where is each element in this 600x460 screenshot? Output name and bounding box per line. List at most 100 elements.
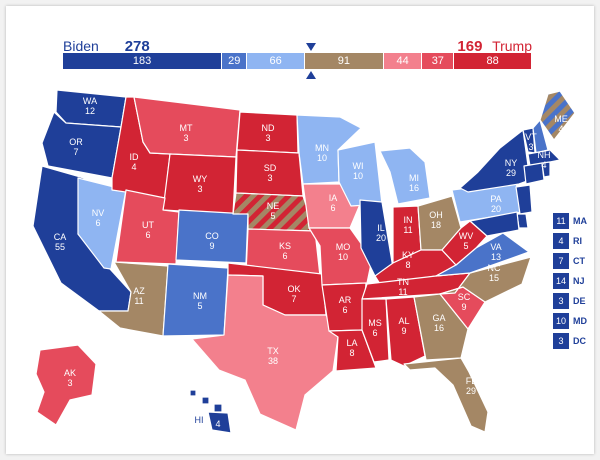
- state-ny[interactable]: [459, 129, 531, 193]
- state-label-tx: TX 38: [267, 346, 279, 366]
- small-states-legend: 11 MA 4 RI 7 CT 14 NJ 3 DE 10 MD 3 DC: [553, 213, 587, 353]
- state-ga[interactable]: [413, 293, 469, 361]
- state-label-fl: FL 29: [466, 376, 477, 396]
- state-label-pa: PA 20: [490, 194, 501, 214]
- legend-row-nj[interactable]: 14 NJ: [553, 273, 587, 289]
- state-label-wv: WV 5: [459, 231, 474, 251]
- state-label-ar: AR 6: [339, 295, 352, 315]
- legend-row-dc[interactable]: 3 DC: [553, 333, 587, 349]
- state-mi[interactable]: [379, 147, 431, 205]
- state-nc[interactable]: [439, 256, 532, 303]
- state-label-ok: OK 7: [287, 284, 300, 304]
- state-label-sc: SC 9: [458, 292, 471, 312]
- state-al[interactable]: [385, 296, 426, 367]
- bar-segment-likely-dem[interactable]: 29: [222, 53, 248, 69]
- state-hi-1[interactable]: [189, 389, 197, 397]
- majority-marker-bottom-icon: [306, 71, 316, 79]
- state-label-ms: MS 6: [368, 318, 382, 338]
- state-ma[interactable]: [527, 149, 561, 167]
- state-label-nh: NH 4: [538, 150, 551, 170]
- bar-segment-safe-rep[interactable]: 88: [454, 53, 531, 69]
- state-la[interactable]: [328, 329, 377, 372]
- state-label-wa: WA 12: [83, 96, 97, 116]
- legend-state: NJ: [573, 276, 585, 286]
- state-label-ut: UT 6: [142, 220, 154, 240]
- bar-segment-tossup[interactable]: 91: [304, 53, 384, 69]
- state-tx[interactable]: [191, 274, 339, 431]
- state-ms[interactable]: [361, 298, 390, 363]
- state-label-ky: KY 8: [402, 250, 414, 270]
- bar-segment-likely-rep[interactable]: 37: [422, 53, 455, 69]
- state-label-nm: NM 5: [193, 291, 207, 311]
- state-label-mt: MT 3: [180, 123, 193, 143]
- bar-segment-safe-dem[interactable]: 183: [63, 53, 223, 69]
- state-label-nv: NV 6: [92, 208, 105, 228]
- state-mo[interactable]: [308, 227, 373, 286]
- legend-row-de[interactable]: 3 DE: [553, 293, 587, 309]
- state-ri[interactable]: [541, 161, 551, 178]
- state-label-al: AL 9: [398, 316, 409, 336]
- state-label-ak: AK 3: [64, 368, 76, 388]
- state-label-tn: TN 11: [397, 277, 409, 297]
- state-hi-3[interactable]: [213, 403, 223, 413]
- state-label-la: LA 8: [346, 338, 357, 358]
- legend-state: MD: [573, 316, 587, 326]
- state-label-me: ME 4: [554, 114, 568, 134]
- state-label-hi: HI: [195, 415, 204, 425]
- legend-state: DE: [573, 296, 586, 306]
- legend-state: DC: [573, 336, 586, 346]
- state-md[interactable]: [469, 211, 520, 237]
- state-label-mo: MO 10: [336, 242, 351, 262]
- biden-summary: Biden 278: [63, 38, 150, 55]
- trump-summary: 169 Trump: [457, 38, 532, 55]
- state-label-vt: VT 3: [525, 132, 537, 152]
- state-label-id: ID 4: [130, 152, 140, 172]
- state-label-co: CO 9: [205, 231, 219, 251]
- legend-row-ri[interactable]: 4 RI: [553, 233, 587, 249]
- state-label-mn: MN 10: [315, 143, 329, 163]
- state-fl[interactable]: [403, 357, 489, 433]
- state-label-ks: KS 6: [279, 241, 291, 261]
- state-hi-2[interactable]: [201, 396, 210, 405]
- state-nj[interactable]: [515, 184, 533, 215]
- legend-ev: 7: [553, 253, 569, 269]
- legend-ev: 11: [553, 213, 569, 229]
- trump-name: Trump: [492, 38, 532, 54]
- majority-marker-top-icon: [306, 43, 316, 51]
- state-label-az: AZ 11: [133, 286, 145, 306]
- legend-ev: 14: [553, 273, 569, 289]
- state-label-va: VA 13: [490, 242, 501, 262]
- legend-state: RI: [573, 236, 582, 246]
- state-me[interactable]: [539, 90, 576, 141]
- state-label-nc: NC 15: [488, 263, 501, 283]
- state-hi-4[interactable]: [207, 411, 232, 434]
- state-label-ne: NE 5: [267, 201, 280, 221]
- bar-segment-lean-rep[interactable]: 44: [383, 53, 423, 69]
- legend-state: MA: [573, 216, 587, 226]
- state-ak[interactable]: [35, 344, 97, 426]
- state-label-oh: OH 18: [429, 210, 443, 230]
- state-label-or: OR 7: [69, 137, 83, 157]
- legend-row-ct[interactable]: 7 CT: [553, 253, 587, 269]
- state-label-ga: GA 16: [432, 313, 445, 333]
- legend-ev: 3: [553, 293, 569, 309]
- state-label-mi: MI 16: [409, 173, 419, 193]
- state-label-ca: CA 55: [54, 232, 67, 252]
- state-label-nd: ND 3: [262, 123, 275, 143]
- electoral-vote-bar: 183 29 66 91 44 37 88: [63, 53, 531, 69]
- state-label-ia: IA 6: [329, 193, 338, 213]
- biden-votes: 278: [124, 38, 150, 55]
- state-label-il: IL 20: [376, 223, 386, 243]
- legend-row-ma[interactable]: 11 MA: [553, 213, 587, 229]
- legend-ev: 3: [553, 333, 569, 349]
- state-label-wi: WI 10: [353, 161, 364, 181]
- legend-row-md[interactable]: 10 MD: [553, 313, 587, 329]
- bar-segment-lean-dem[interactable]: 66: [247, 53, 305, 69]
- state-label-in: IN 11: [403, 215, 412, 235]
- state-label-hi-ev: 4: [215, 419, 220, 429]
- trump-votes: 169: [457, 38, 483, 55]
- state-label-wy: WY 3: [193, 174, 208, 194]
- legend-state: CT: [573, 256, 585, 266]
- state-ct[interactable]: [523, 162, 545, 185]
